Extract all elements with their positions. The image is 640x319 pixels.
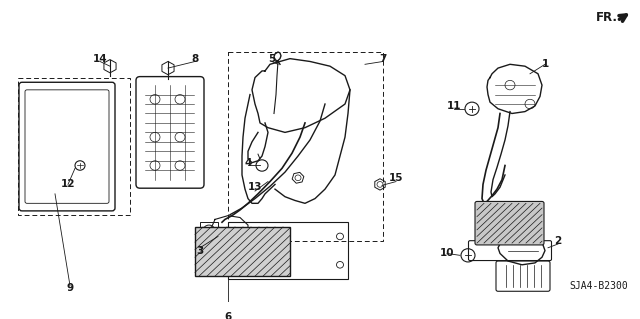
Text: 9: 9 bbox=[67, 284, 74, 293]
Bar bbox=[228, 222, 348, 279]
Text: 10: 10 bbox=[440, 249, 454, 258]
Text: 6: 6 bbox=[225, 312, 232, 319]
Text: SJA4-B2300: SJA4-B2300 bbox=[569, 281, 628, 291]
FancyBboxPatch shape bbox=[475, 201, 544, 245]
Text: 12: 12 bbox=[61, 179, 76, 189]
Text: 4: 4 bbox=[244, 158, 252, 168]
Text: 5: 5 bbox=[268, 54, 276, 63]
Text: 3: 3 bbox=[196, 246, 204, 256]
Text: 11: 11 bbox=[447, 101, 461, 111]
Text: 14: 14 bbox=[93, 54, 108, 63]
Bar bbox=[18, 78, 130, 215]
Text: FR.: FR. bbox=[596, 11, 618, 24]
Text: 15: 15 bbox=[388, 173, 403, 183]
Bar bbox=[200, 222, 218, 239]
Text: 8: 8 bbox=[191, 54, 198, 63]
Bar bbox=[195, 227, 290, 276]
Text: 13: 13 bbox=[248, 182, 262, 192]
Text: 2: 2 bbox=[554, 236, 562, 246]
Text: 1: 1 bbox=[541, 59, 548, 69]
Bar bbox=[228, 52, 383, 241]
Text: 7: 7 bbox=[380, 54, 387, 63]
